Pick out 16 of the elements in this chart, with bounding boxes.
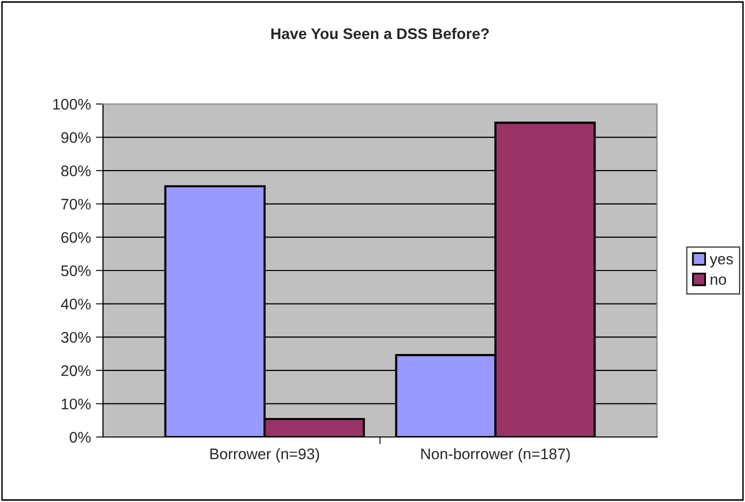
x-tick-label: Borrower (n=93) — [210, 448, 320, 462]
chart-title: Have You Seen a DSS Before? — [271, 28, 489, 40]
y-tick-label: 10% — [62, 398, 91, 410]
x-tick-label: Non-borrower (n=187) — [421, 448, 570, 462]
y-tick-label: 0% — [70, 432, 91, 443]
y-tick-label: 50% — [61, 265, 91, 276]
y-tick-label: 80% — [61, 165, 91, 176]
y-tick-label: 20% — [61, 365, 91, 376]
legend-label: yes — [710, 256, 733, 268]
y-tick-label: 60% — [61, 232, 91, 243]
y-tick-label: 40% — [60, 298, 91, 310]
y-tick-label: 70% — [61, 198, 91, 210]
y-tick-label: 100% — [53, 98, 91, 110]
legend-label: no — [710, 276, 726, 285]
y-tick-label: 30% — [61, 332, 91, 343]
y-tick-label: 90% — [61, 132, 91, 143]
